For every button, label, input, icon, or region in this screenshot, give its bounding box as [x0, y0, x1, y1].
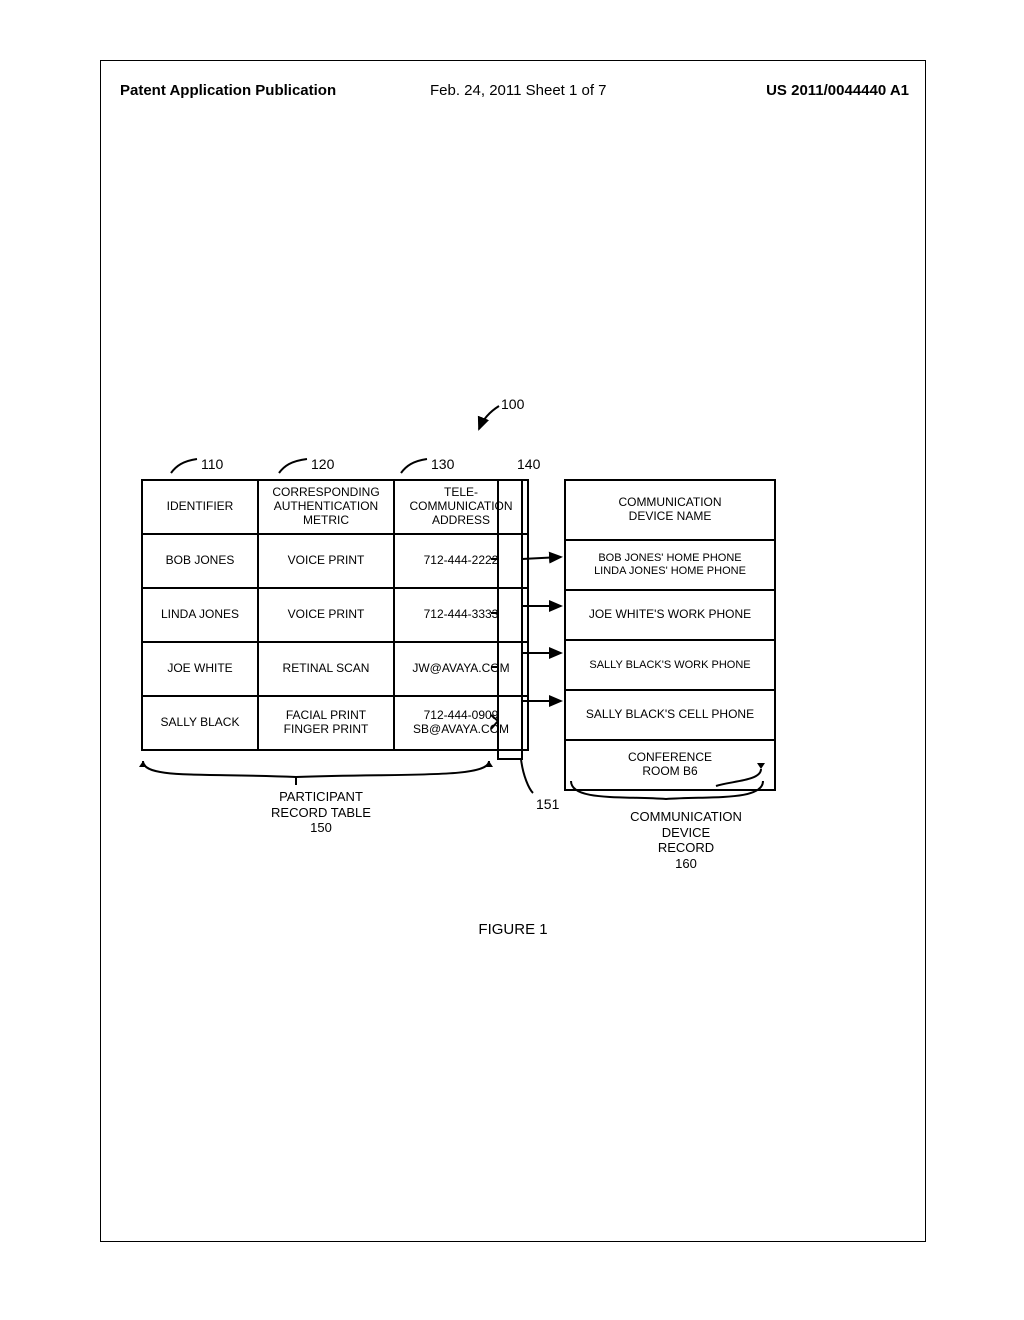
device-caption: COMMUNICATIONDEVICERECORD160: [611, 809, 761, 871]
header-right: US 2011/0044440 A1: [766, 82, 909, 99]
page-border: 100 110 120 130 140 151 IDENTIFIER CORRE…: [100, 60, 926, 1242]
header-middle: Feb. 24, 2011 Sheet 1 of 7: [430, 82, 607, 99]
header-left: Patent Application Publication: [120, 82, 336, 99]
participant-caption: PARTICIPANTRECORD TABLE150: [251, 789, 391, 836]
diagram-connectors: [101, 61, 1001, 961]
